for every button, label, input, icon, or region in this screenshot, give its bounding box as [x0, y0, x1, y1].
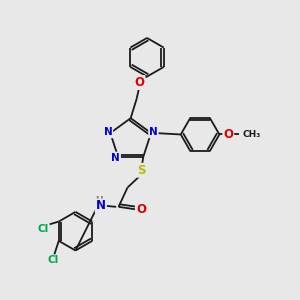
- Text: O: O: [223, 128, 233, 141]
- Text: CH₃: CH₃: [242, 130, 260, 139]
- Text: S: S: [137, 164, 146, 177]
- Text: N: N: [149, 128, 158, 137]
- Text: H: H: [95, 196, 103, 205]
- Text: Cl: Cl: [38, 224, 49, 234]
- Text: O: O: [136, 203, 146, 216]
- Text: O: O: [135, 76, 145, 89]
- Text: N: N: [103, 128, 112, 137]
- Text: Cl: Cl: [48, 256, 59, 266]
- Text: N: N: [96, 200, 106, 212]
- Text: N: N: [111, 152, 120, 163]
